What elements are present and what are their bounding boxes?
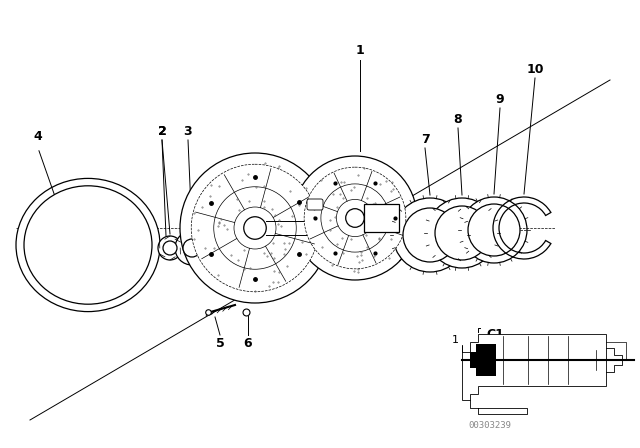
Circle shape xyxy=(183,239,201,257)
Circle shape xyxy=(293,156,417,280)
Text: 6: 6 xyxy=(244,337,252,350)
Bar xyxy=(476,344,496,376)
Text: C1: C1 xyxy=(486,328,504,341)
Text: 7: 7 xyxy=(420,133,429,146)
Bar xyxy=(470,352,478,368)
Circle shape xyxy=(180,153,330,303)
Text: 5: 5 xyxy=(216,337,225,350)
Text: 9: 9 xyxy=(496,93,504,106)
Circle shape xyxy=(191,164,319,292)
Circle shape xyxy=(321,184,389,252)
Circle shape xyxy=(468,204,520,256)
Circle shape xyxy=(304,167,406,269)
Ellipse shape xyxy=(16,178,160,312)
Text: 00303239: 00303239 xyxy=(468,421,511,430)
FancyBboxPatch shape xyxy=(364,204,399,232)
Text: 1: 1 xyxy=(452,335,459,345)
Circle shape xyxy=(158,236,182,260)
Circle shape xyxy=(244,217,266,239)
Circle shape xyxy=(403,208,457,262)
Circle shape xyxy=(393,198,467,272)
Polygon shape xyxy=(462,334,606,400)
Circle shape xyxy=(346,209,364,227)
Circle shape xyxy=(163,241,177,255)
Ellipse shape xyxy=(24,186,152,304)
Text: 8: 8 xyxy=(454,113,462,126)
Circle shape xyxy=(214,187,296,269)
Circle shape xyxy=(435,206,489,260)
Text: 1: 1 xyxy=(356,44,364,57)
Text: 2: 2 xyxy=(157,125,166,138)
Circle shape xyxy=(461,197,527,263)
Circle shape xyxy=(337,199,374,237)
Circle shape xyxy=(234,207,276,249)
Text: 4: 4 xyxy=(34,130,42,143)
Text: 2: 2 xyxy=(157,125,166,138)
Circle shape xyxy=(427,198,497,268)
Text: 3: 3 xyxy=(184,125,192,138)
Text: 10: 10 xyxy=(526,63,544,76)
FancyBboxPatch shape xyxy=(307,199,323,210)
Circle shape xyxy=(175,231,209,265)
